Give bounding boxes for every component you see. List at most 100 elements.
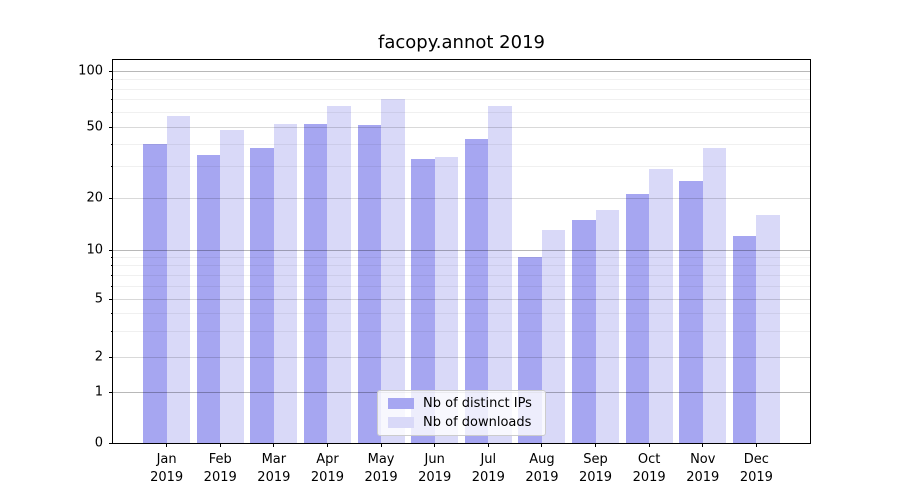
minor-gridline — [113, 330, 810, 332]
year-label: 2019 — [632, 470, 666, 485]
y-minor-tick-mark — [111, 256, 113, 258]
year-label: 2019 — [257, 470, 291, 485]
x-tick-mark — [595, 443, 597, 447]
gridline — [113, 70, 810, 72]
month-label: Mar — [261, 452, 287, 467]
x-tick-label: Jun 2019 — [418, 451, 451, 487]
month-label: Nov — [690, 452, 716, 467]
legend-label: Nb of downloads — [423, 415, 532, 430]
year-label: 2019 — [471, 470, 505, 485]
y-tick-label: 20 — [86, 190, 103, 206]
year-label: 2019 — [364, 470, 398, 485]
bar-downloads — [327, 105, 351, 443]
bar-downloads — [595, 210, 620, 443]
bar-distinct-ips — [357, 125, 382, 443]
bar-distinct-ips — [250, 148, 274, 443]
gridline — [113, 356, 810, 358]
minor-gridline — [113, 88, 810, 90]
year-label: 2019 — [310, 470, 344, 485]
year-label: 2019 — [418, 470, 452, 485]
minor-gridline — [113, 79, 810, 80]
minor-gridline — [113, 285, 810, 287]
x-tick-label: May 2019 — [365, 451, 398, 487]
gridline — [113, 249, 810, 251]
bar-distinct-ips — [196, 154, 221, 443]
minor-gridline — [113, 256, 810, 258]
y-tick-mark — [109, 70, 113, 72]
x-tick-label: Dec 2019 — [740, 451, 773, 487]
x-tick-mark — [648, 443, 650, 447]
y-minor-tick-mark — [111, 111, 113, 113]
bar-downloads — [541, 230, 566, 443]
year-label: 2019 — [150, 470, 184, 485]
gridline — [113, 126, 810, 128]
y-tick-label: 10 — [86, 242, 103, 258]
year-label: 2019 — [203, 470, 237, 485]
y-tick-label: 0 — [94, 435, 103, 451]
x-tick-label: Nov 2019 — [686, 451, 719, 487]
y-minor-tick-mark — [111, 166, 113, 168]
legend-item: Nb of distinct IPs — [388, 396, 545, 411]
x-tick-mark — [326, 443, 328, 447]
bar-distinct-ips — [625, 194, 650, 443]
y-tick-mark — [109, 298, 113, 300]
y-tick-label: 100 — [78, 63, 103, 79]
x-tick-label: Feb 2019 — [204, 451, 237, 487]
y-minor-tick-mark — [111, 312, 113, 314]
y-minor-tick-mark — [111, 285, 113, 287]
bar-distinct-ips — [411, 159, 435, 443]
x-tick-mark — [380, 443, 382, 447]
bar-distinct-ips — [303, 123, 328, 443]
x-tick-mark — [541, 443, 543, 447]
month-label: Dec — [743, 452, 769, 467]
x-tick-label: Jul 2019 — [472, 451, 505, 487]
y-minor-tick-mark — [111, 274, 113, 276]
bar-downloads — [166, 116, 191, 443]
bar-distinct-ips — [679, 180, 703, 443]
bar-distinct-ips — [464, 138, 489, 443]
month-label: Sep — [583, 452, 608, 467]
bar-distinct-ips — [143, 144, 167, 443]
year-label: 2019 — [739, 470, 773, 485]
y-tick-mark — [109, 249, 113, 251]
bar-downloads — [702, 148, 727, 443]
minor-gridline — [113, 274, 810, 276]
y-minor-tick-mark — [111, 88, 113, 90]
y-minor-tick-mark — [111, 330, 113, 332]
minor-gridline — [113, 99, 810, 101]
x-tick-mark — [219, 443, 221, 447]
x-tick-mark — [755, 443, 757, 447]
x-tick-label: Aug 2019 — [525, 451, 558, 487]
minor-gridline — [113, 312, 810, 314]
minor-gridline — [113, 166, 810, 168]
month-label: Oct — [637, 452, 661, 467]
bar-downloads — [434, 156, 459, 443]
legend-swatch — [388, 417, 414, 428]
legend-label: Nb of distinct IPs — [423, 396, 532, 411]
y-tick-mark — [109, 197, 113, 199]
bar-distinct-ips — [572, 219, 596, 443]
legend-item: Nb of downloads — [388, 415, 545, 430]
y-minor-tick-mark — [111, 79, 113, 80]
year-label: 2019 — [525, 470, 559, 485]
y-tick-label: 50 — [86, 119, 103, 135]
y-tick-label: 2 — [94, 349, 103, 365]
y-tick-mark — [109, 356, 113, 358]
plot-area — [109, 59, 811, 447]
bar-downloads — [220, 130, 244, 443]
month-label: Jan — [156, 452, 177, 467]
y-tick-mark — [109, 391, 113, 393]
y-tick-label: 1 — [94, 384, 103, 400]
bar-downloads — [756, 214, 780, 443]
x-tick-label: Oct 2019 — [633, 451, 666, 487]
x-tick-mark — [273, 443, 275, 447]
minor-gridline — [113, 111, 810, 113]
bar-downloads — [488, 105, 512, 443]
month-label: Feb — [208, 452, 232, 467]
y-tick-mark — [109, 442, 113, 444]
bar-distinct-ips — [732, 236, 757, 443]
month-label: May — [367, 452, 395, 467]
x-tick-label: Apr 2019 — [311, 451, 344, 487]
bar-downloads — [381, 98, 405, 443]
y-minor-tick-mark — [111, 143, 113, 145]
